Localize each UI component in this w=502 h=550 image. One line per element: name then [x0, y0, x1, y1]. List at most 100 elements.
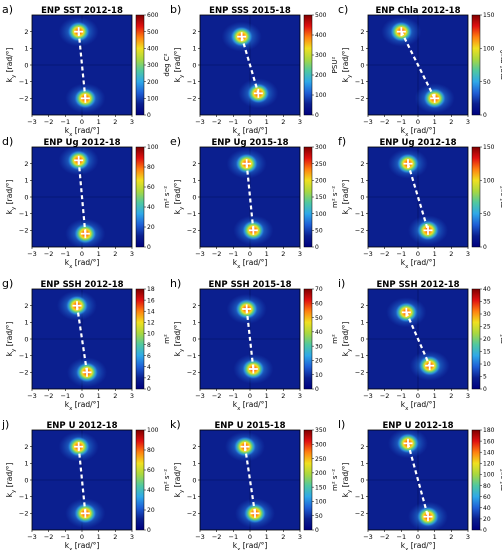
y-axis-label: ky [rad/°]: [341, 180, 353, 215]
y-tick-label: −2: [187, 227, 197, 235]
x-tick-label: −3: [27, 533, 37, 541]
x-tick-label: −2: [212, 250, 222, 258]
x-tick-label: −1: [229, 533, 239, 541]
x-tick-label: −3: [195, 118, 205, 126]
colorbar-tick-label: 100: [315, 211, 327, 218]
colorbar-tick-label: 10: [147, 331, 155, 338]
x-tick-label: −3: [195, 250, 205, 258]
x-tick-label: 0: [80, 392, 84, 400]
x-tick-label: 3: [130, 533, 134, 541]
colorbar-tick-label: 300: [315, 52, 327, 59]
colorbar-tick-label: 6: [147, 353, 151, 360]
colorbar-tick-label: 150: [315, 484, 327, 491]
panel-a: a) ENP SST 2012-18 −3 −2 −1 0 1 2 3 −2 −1 0 1 2 kx [ra…: [2, 3, 171, 138]
y-tick-label: 1: [24, 177, 28, 185]
colorbar-tick-label: 180: [483, 427, 495, 434]
x-tick-label: 2: [449, 250, 453, 258]
y-tick-label: 2: [360, 160, 364, 168]
colorbar: [135, 146, 145, 248]
x-tick-label: −1: [61, 533, 71, 541]
panel-title: ENP Ug 2012-18: [379, 138, 456, 148]
colorbar-tick-label: 100: [147, 427, 159, 434]
colorbar-tick-label: 250: [315, 456, 327, 463]
colorbar-tick-label: 30: [315, 343, 323, 350]
colorbar-tick-label: 50: [315, 315, 323, 322]
colorbar-tick-label: 40: [147, 204, 155, 211]
colorbar-tick-label: 60: [315, 300, 323, 307]
colorbar-tick-label: 40: [147, 487, 155, 494]
x-tick-label: −3: [363, 533, 373, 541]
x-tick-label: 2: [281, 392, 285, 400]
colorbar: [471, 429, 481, 531]
colorbar-units: m² s⁻²: [163, 469, 171, 491]
y-tick-label: 2: [192, 302, 196, 310]
panel-title: ENP Ug 2012-18: [43, 138, 120, 148]
y-tick-label: 0: [192, 335, 196, 343]
heatmap-field: [32, 430, 132, 530]
y-tick-label: −1: [19, 493, 29, 501]
panel-h: h) ENP SSH 2015-18 −3 −2 −1 0 1 2 3 −2 −1 0 1 2 kx [ra…: [170, 277, 339, 412]
x-tick-label: 3: [466, 533, 470, 541]
y-tick-label: 2: [24, 443, 28, 451]
heatmap-field: [368, 15, 468, 115]
y-tick-label: 0: [360, 476, 364, 484]
y-tick-label: 2: [24, 28, 28, 36]
x-tick-label: −2: [380, 392, 390, 400]
x-axis-label: kx [rad/°]: [65, 258, 100, 270]
colorbar-tick-label: 500: [315, 12, 327, 19]
colorbar-tick-label: 10: [483, 361, 491, 368]
colorbar-tick-label: 80: [483, 483, 491, 490]
peak-connector: [240, 36, 260, 94]
x-tick-label: 0: [248, 250, 252, 258]
x-tick-label: −2: [44, 250, 54, 258]
x-tick-label: 1: [265, 392, 269, 400]
panel-title: ENP Chla 2012-18: [375, 6, 460, 16]
y-tick-label: 2: [192, 443, 196, 451]
x-axis-label: kx [rad/°]: [401, 126, 436, 138]
x-tick-label: −1: [61, 250, 71, 258]
x-tick-label: 1: [265, 250, 269, 258]
y-axis-label: ky [rad/°]: [5, 463, 17, 498]
colorbar-tick-label: 20: [483, 516, 491, 523]
x-axis-label: kx [rad/°]: [401, 541, 436, 550]
heatmap-field: [32, 289, 132, 389]
panel-title: ENP U 2012-18: [47, 421, 118, 431]
heatmap-field: [200, 430, 300, 530]
x-tick-label: 1: [265, 533, 269, 541]
panel-c: c) ENP Chla 2012-18 −3 −2 −1 0 1 2 3 −2 −1 0 1 2 kx [r…: [338, 3, 502, 138]
y-tick-label: −2: [19, 95, 29, 103]
y-tick-label: −2: [355, 510, 365, 518]
colorbar: [135, 288, 145, 390]
y-axis-label: ky [rad/°]: [173, 180, 185, 215]
y-tick-label: −1: [187, 78, 197, 86]
colorbar: [303, 14, 313, 116]
y-tick-label: 1: [24, 45, 28, 53]
y-tick-label: 0: [24, 476, 28, 484]
x-tick-label: 0: [80, 533, 84, 541]
colorbar-tick-label: 14: [147, 308, 155, 315]
x-tick-label: 2: [449, 533, 453, 541]
y-tick-label: −2: [187, 369, 197, 377]
colorbar-tick-label: 12: [147, 320, 155, 327]
heatmap-field: [200, 289, 300, 389]
x-axis-label: kx [rad/°]: [65, 126, 100, 138]
x-tick-label: 3: [298, 533, 302, 541]
colorbar-tick-label: 2: [147, 375, 151, 382]
y-tick-label: −1: [187, 210, 197, 218]
x-tick-label: −1: [397, 392, 407, 400]
colorbar-tick-label: 16: [147, 297, 155, 304]
colorbar-tick-label: 150: [483, 12, 495, 19]
heatmap-field: [368, 289, 468, 389]
x-tick-label: 3: [298, 250, 302, 258]
colorbar-tick-label: 400: [315, 32, 327, 39]
colorbar-tick-label: 0: [147, 386, 151, 393]
x-tick-label: −2: [212, 392, 222, 400]
x-tick-label: 0: [80, 118, 84, 126]
y-tick-label: −1: [19, 210, 29, 218]
y-axis-label: ky [rad/°]: [173, 48, 185, 83]
panel-title: ENP SSH 2012-18: [40, 280, 123, 290]
x-tick-label: 0: [248, 118, 252, 126]
panel-b: b) ENP SSS 2015-18 −3 −2 −1 0 1 2 3 −2 −1 0 1 2 kx [ra…: [170, 3, 339, 138]
